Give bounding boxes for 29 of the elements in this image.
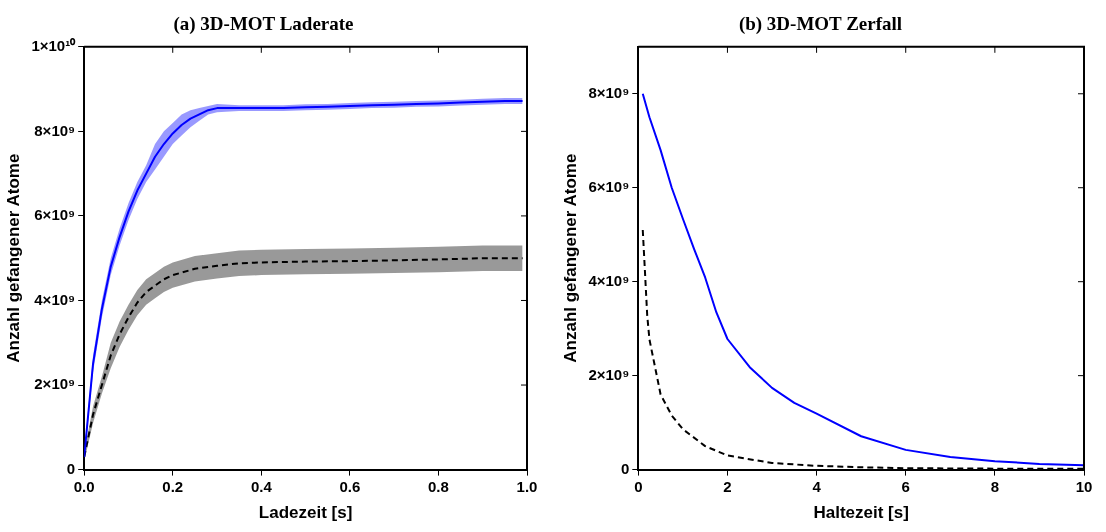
y-tick-label: 6×10⁹ xyxy=(588,177,630,195)
y-tick-label: 1×10¹⁰ xyxy=(31,36,77,54)
x-tick-label: 0 xyxy=(634,477,643,495)
y-tick-label: 6×10⁹ xyxy=(34,206,76,224)
y-tick-label: 8×10⁹ xyxy=(588,83,630,101)
y-tick-label: 2×10⁹ xyxy=(34,375,76,393)
y-tick-label: 0 xyxy=(66,459,76,477)
x-tick-label: 2 xyxy=(723,477,732,495)
x-tick-label: 8 xyxy=(990,477,1000,495)
y-tick-label: 4×10⁹ xyxy=(34,290,76,308)
x-axis-title: Ladezeit [s] xyxy=(258,503,353,523)
x-tick-label: 6 xyxy=(901,477,910,495)
x-tick-label: 4 xyxy=(812,477,822,495)
x-tick-label: 1.0 xyxy=(516,477,538,495)
x-axis-title: Haltezeit [s] xyxy=(813,503,909,523)
y-tick-label: 8×10⁹ xyxy=(34,121,76,139)
x-tick-label: 0.0 xyxy=(73,477,95,495)
y-tick-label: 0 xyxy=(620,459,630,477)
y-axis-title: Anzahl gefangener Atome xyxy=(3,153,23,363)
chart-title: (b) 3D-MOT Zerfall xyxy=(738,13,903,36)
y-tick-label: 2×10⁹ xyxy=(588,365,630,383)
x-tick-label: 0.2 xyxy=(162,477,184,495)
x-tick-label: 0.8 xyxy=(428,477,449,495)
x-tick-label: 10 xyxy=(1075,477,1093,495)
y-axis-title: Anzahl gefangener Atome xyxy=(560,153,580,363)
y-tick-label: 4×10⁹ xyxy=(588,271,630,289)
x-tick-label: 0.4 xyxy=(250,477,273,495)
chart-title: (a) 3D-MOT Laderate xyxy=(173,13,354,36)
x-tick-label: 0.6 xyxy=(339,477,361,495)
